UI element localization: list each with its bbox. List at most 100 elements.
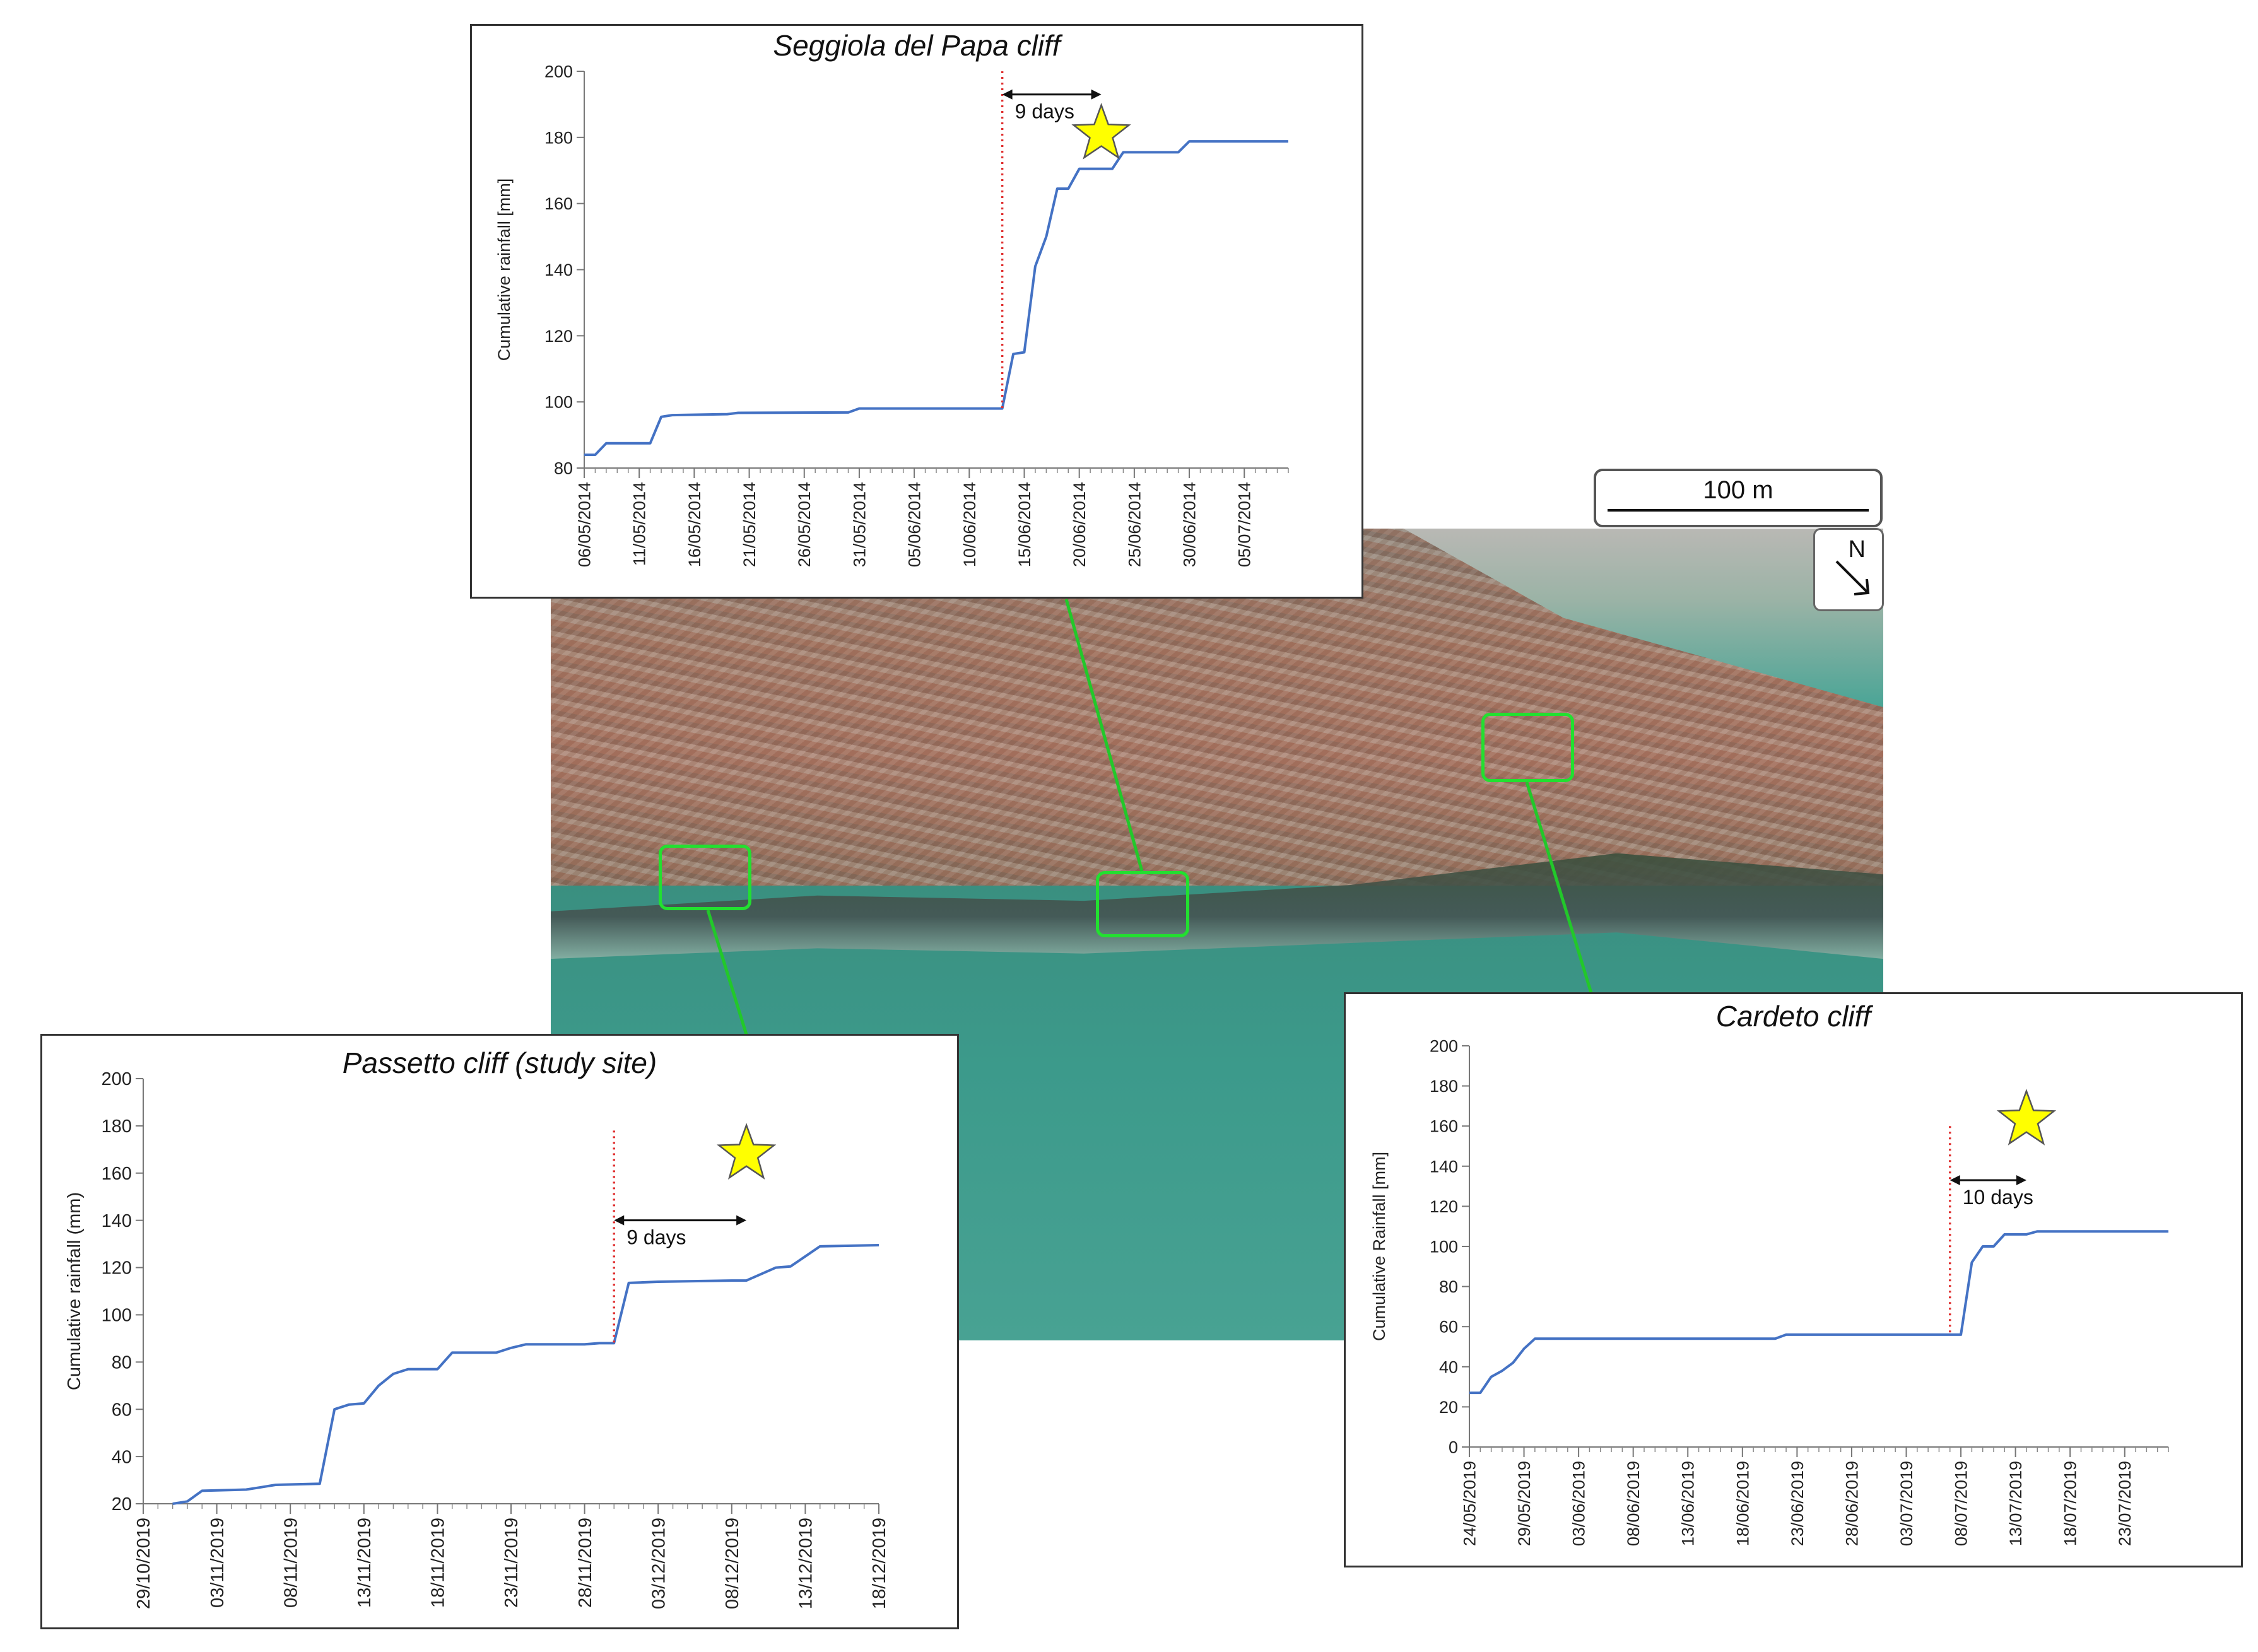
x-tick-label: 03/07/2019 (1897, 1461, 1916, 1546)
y-axis-label: Cumulative rainfall [mm] (495, 179, 514, 361)
x-tick-label: 23/07/2019 (2115, 1461, 2134, 1546)
x-tick-label: 03/12/2019 (649, 1518, 669, 1609)
chart-title: Seggiola del Papa cliff (773, 29, 1061, 62)
interval-arrowhead-left (614, 1215, 625, 1226)
x-tick-label: 13/12/2019 (796, 1518, 816, 1609)
highlight-box-cardeto (1481, 713, 1574, 782)
y-tick-label: 120 (1430, 1197, 1458, 1216)
y-tick-label: 80 (1439, 1277, 1458, 1296)
y-tick-label: 100 (1430, 1237, 1458, 1256)
y-tick-label: 40 (1439, 1357, 1458, 1376)
x-tick-label: 21/05/2014 (740, 482, 759, 567)
x-tick-label: 11/05/2014 (630, 482, 649, 566)
scale-bar: 100 m (1594, 469, 1883, 527)
x-tick-label: 16/05/2014 (685, 482, 704, 567)
x-tick-label: 18/07/2019 (2061, 1461, 2080, 1546)
interval-arrowhead-right (1091, 89, 1102, 100)
x-tick-label: 24/05/2019 (1460, 1461, 1479, 1546)
y-tick-label: 80 (112, 1352, 132, 1373)
x-tick-label: 31/05/2014 (850, 482, 869, 567)
x-tick-label: 10/06/2014 (960, 482, 979, 567)
north-arrow: N (1813, 528, 1884, 611)
y-axis-label: Cumulative rainfall (mm) (64, 1192, 85, 1390)
star-icon (1071, 102, 1131, 160)
y-tick-label: 80 (554, 459, 573, 477)
series-line (584, 140, 1288, 456)
x-tick-label: 25/06/2014 (1125, 482, 1144, 567)
x-tick-label: 13/07/2019 (2006, 1461, 2025, 1546)
x-tick-label: 03/06/2019 (1570, 1461, 1589, 1546)
x-tick-label: 18/11/2019 (428, 1518, 449, 1608)
y-tick-label: 200 (1430, 1036, 1458, 1055)
y-tick-label: 20 (112, 1494, 132, 1514)
x-tick-label: 08/07/2019 (1952, 1461, 1971, 1546)
x-tick-label: 23/11/2019 (502, 1518, 522, 1608)
series-line (172, 1244, 879, 1505)
x-tick-label: 03/11/2019 (208, 1518, 228, 1608)
y-tick-label: 180 (102, 1116, 132, 1137)
x-tick-label: 28/06/2019 (1842, 1461, 1861, 1546)
y-tick-label: 140 (544, 261, 573, 279)
interval-label: 9 days (1015, 100, 1074, 123)
y-tick-label: 180 (1430, 1077, 1458, 1096)
y-tick-label: 160 (1430, 1117, 1458, 1136)
interval-arrowhead-left (1949, 1175, 1960, 1186)
y-tick-label: 60 (1439, 1318, 1458, 1337)
y-tick-label: 20 (1439, 1398, 1458, 1417)
chart-panel-passetto: Passetto cliff (study site) 20 40 60 80 100 1… (40, 1034, 959, 1629)
x-tick-label: 18/06/2019 (1733, 1461, 1752, 1546)
aerial-photo (551, 529, 1883, 1340)
series-line (1469, 1230, 2168, 1395)
interval-arrowhead-right (2016, 1175, 2026, 1186)
x-tick-label: 29/10/2019 (134, 1518, 154, 1609)
y-tick-label: 100 (544, 393, 573, 412)
x-tick-label: 28/11/2019 (575, 1518, 596, 1608)
y-tick-label: 0 (1449, 1438, 1458, 1456)
highlight-box-seggiola (1096, 871, 1189, 937)
highlight-box-passetto (659, 845, 751, 910)
chart-svg-passetto: 20 40 60 80 100 120 140 160 180 200 29/10/2019 03/1… (64, 1069, 890, 1609)
x-tick-label: 05/07/2014 (1235, 482, 1254, 567)
y-tick-label: 200 (544, 62, 573, 81)
interval-label: 10 days (1963, 1186, 2033, 1209)
y-tick-label: 60 (112, 1400, 132, 1420)
interval-arrowhead-right (736, 1215, 747, 1226)
scale-bar-line (1608, 509, 1869, 512)
x-tick-label: 29/05/2019 (1515, 1461, 1534, 1546)
y-tick-label: 40 (112, 1447, 132, 1467)
chart-svg-seggiola: 80 100 120 140 160 180 200 06/05/2014 11/05/2014… (495, 62, 1289, 567)
x-tick-label: 08/06/2019 (1624, 1461, 1643, 1546)
y-tick-label: 140 (1430, 1157, 1458, 1176)
y-tick-label: 120 (102, 1258, 132, 1279)
y-tick-label: 120 (544, 327, 573, 346)
x-tick-label: 23/06/2019 (1788, 1461, 1807, 1546)
y-tick-label: 200 (102, 1069, 132, 1089)
chart-title: Cardeto cliff (1715, 1000, 1871, 1033)
interval-arrowhead-left (1002, 89, 1013, 100)
north-label: N (1848, 536, 1866, 563)
north-arrow-icon (1835, 560, 1870, 595)
x-tick-label: 30/06/2014 (1180, 482, 1199, 567)
y-axis-label: Cumulative Rainfall [mm] (1370, 1152, 1389, 1341)
x-tick-label: 05/06/2014 (905, 482, 924, 567)
x-tick-label: 13/06/2019 (1679, 1461, 1698, 1546)
star-icon (716, 1123, 777, 1180)
x-tick-label: 18/12/2019 (869, 1518, 890, 1609)
star-icon (1996, 1089, 2057, 1145)
x-tick-label: 08/11/2019 (281, 1518, 301, 1608)
interval-label: 9 days (626, 1226, 686, 1249)
x-tick-label: 08/12/2019 (722, 1518, 743, 1609)
chart-title: Passetto cliff (study site) (342, 1046, 657, 1079)
y-tick-label: 160 (544, 194, 573, 213)
scale-bar-label: 100 m (1703, 476, 1773, 504)
x-tick-label: 15/06/2014 (1015, 482, 1034, 567)
y-tick-label: 160 (102, 1164, 132, 1184)
y-tick-label: 180 (544, 128, 573, 147)
y-tick-label: 100 (102, 1306, 132, 1326)
x-tick-label: 06/05/2014 (575, 482, 594, 567)
chart-panel-cardeto: Cardeto cliff 0 20 40 60 80 100 120 140 160 180 20… (1344, 992, 2243, 1567)
x-tick-label: 20/06/2014 (1070, 482, 1089, 567)
chart-panel-seggiola: Seggiola del Papa cliff 80 100 120 140 160 18… (470, 24, 1363, 599)
chart-svg-cardeto: 0 20 40 60 80 100 120 140 160 180 200 24/05/2019 29/… (1370, 1036, 2169, 1546)
x-tick-label: 26/05/2014 (795, 482, 814, 567)
